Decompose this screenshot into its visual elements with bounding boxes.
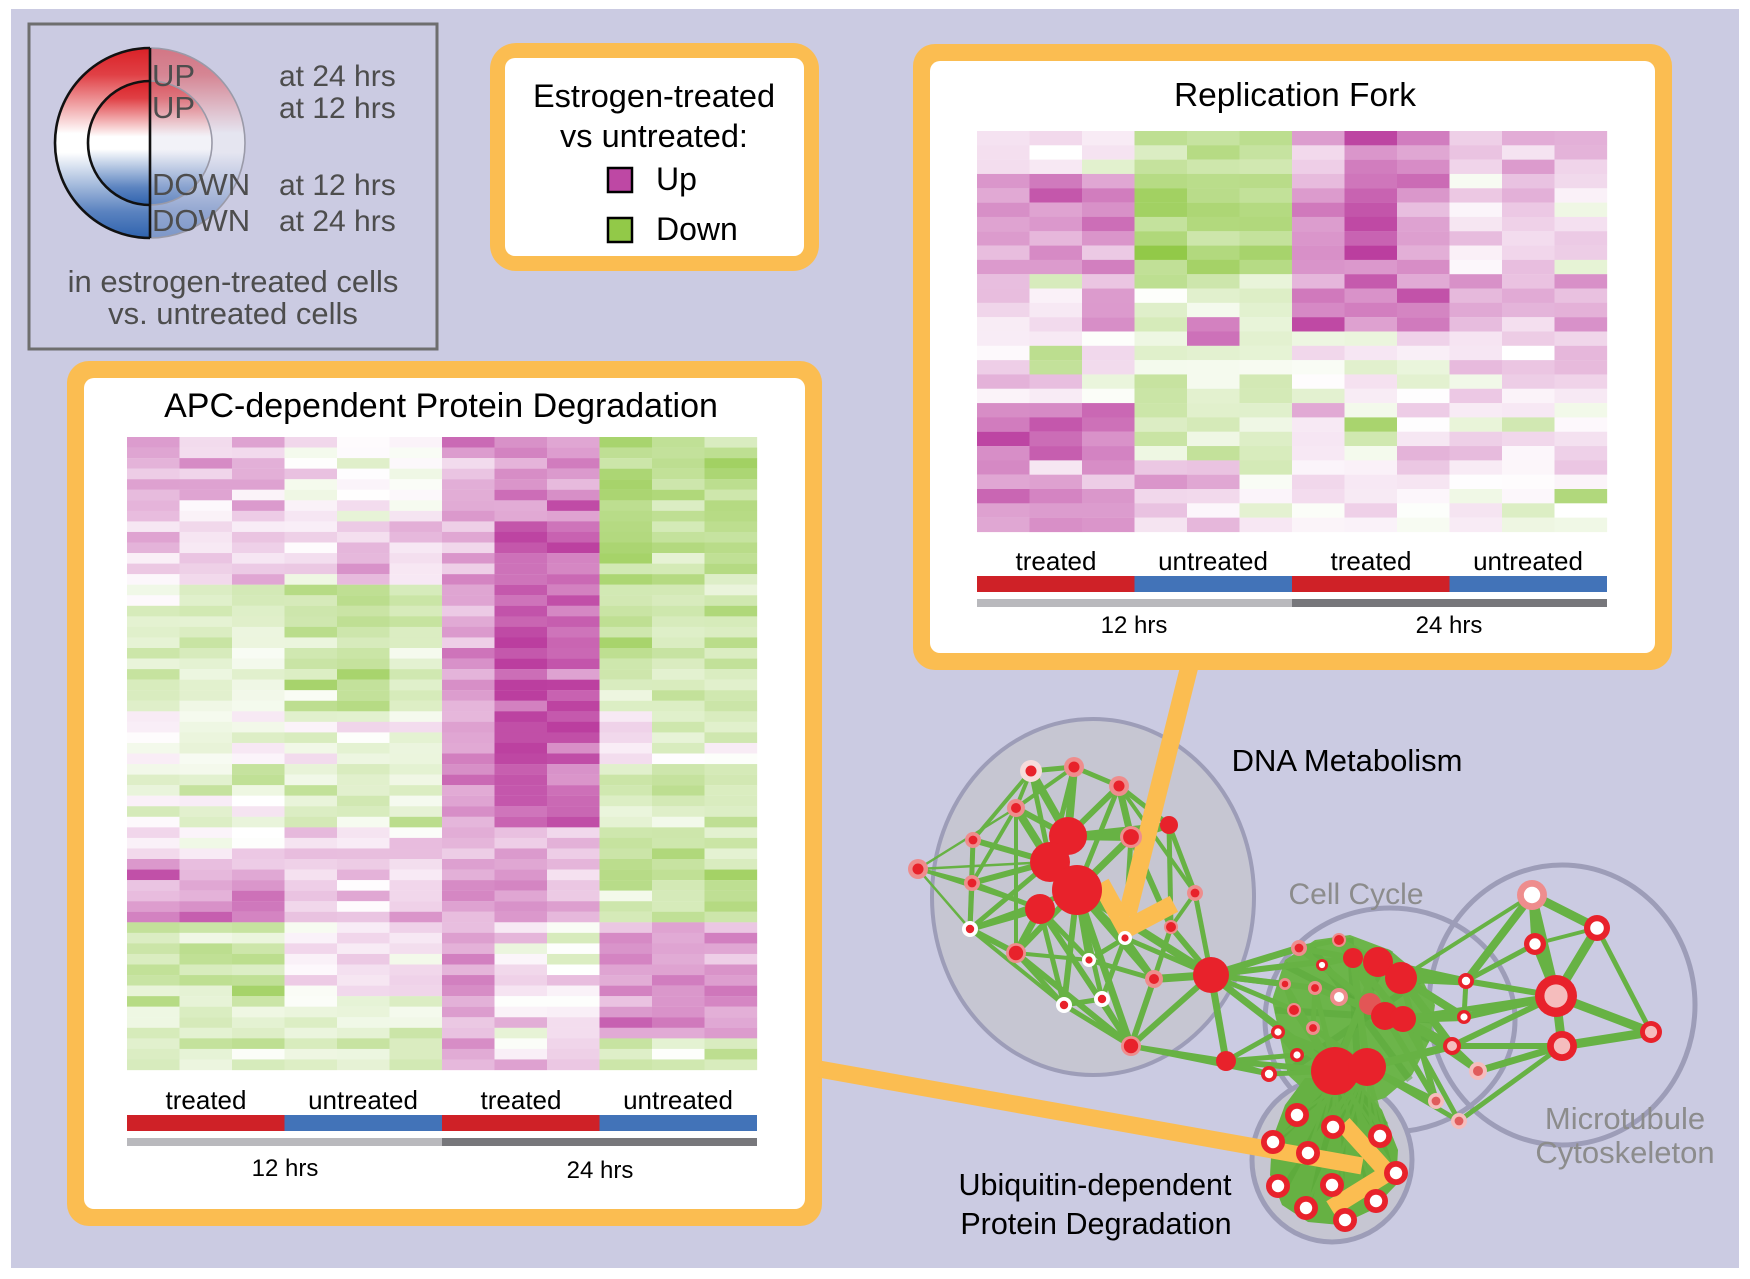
- svg-text:untreated: untreated: [308, 1085, 418, 1115]
- svg-text:24 hrs: 24 hrs: [567, 1157, 634, 1184]
- svg-text:12 hrs: 12 hrs: [1101, 612, 1168, 639]
- svg-text:in estrogen-treated cells: in estrogen-treated cells: [68, 264, 399, 299]
- svg-text:12 hrs: 12 hrs: [252, 1155, 319, 1182]
- svg-text:treated: treated: [1016, 546, 1097, 576]
- svg-text:at 24 hrs: at 24 hrs: [279, 205, 396, 238]
- svg-text:at 12 hrs: at 12 hrs: [279, 169, 396, 202]
- svg-text:untreated: untreated: [1158, 546, 1268, 576]
- svg-text:treated: treated: [166, 1085, 247, 1115]
- svg-text:DNA Metabolism: DNA Metabolism: [1232, 743, 1463, 778]
- svg-text:vs. untreated cells: vs. untreated cells: [108, 296, 358, 331]
- svg-text:APC-dependent Protein Degradat: APC-dependent Protein Degradation: [164, 387, 718, 425]
- svg-text:DOWN: DOWN: [152, 203, 250, 238]
- svg-text:at 24 hrs: at 24 hrs: [279, 60, 396, 93]
- svg-text:DOWN: DOWN: [152, 167, 250, 202]
- svg-text:Up: Up: [656, 161, 697, 197]
- svg-text:Replication Fork: Replication Fork: [1174, 77, 1416, 114]
- svg-text:24 hrs: 24 hrs: [1416, 612, 1483, 639]
- svg-text:Down: Down: [656, 211, 738, 247]
- svg-text:Estrogen-treated: Estrogen-treated: [533, 78, 775, 114]
- svg-text:UP: UP: [152, 90, 195, 125]
- svg-text:treated: treated: [1331, 546, 1412, 576]
- svg-text:Microtubule: Microtubule: [1545, 1101, 1705, 1136]
- svg-text:Protein Degradation: Protein Degradation: [960, 1207, 1231, 1241]
- svg-text:vs untreated:: vs untreated:: [560, 118, 748, 154]
- svg-text:Cell Cycle: Cell Cycle: [1288, 878, 1423, 911]
- svg-text:Ubiquitin-dependent: Ubiquitin-dependent: [958, 1168, 1232, 1202]
- svg-text:untreated: untreated: [623, 1085, 733, 1115]
- svg-text:Cytoskeleton: Cytoskeleton: [1535, 1135, 1714, 1170]
- svg-text:at 12 hrs: at 12 hrs: [279, 92, 396, 125]
- svg-text:UP: UP: [152, 58, 195, 93]
- svg-text:untreated: untreated: [1473, 546, 1583, 576]
- svg-text:treated: treated: [481, 1085, 562, 1115]
